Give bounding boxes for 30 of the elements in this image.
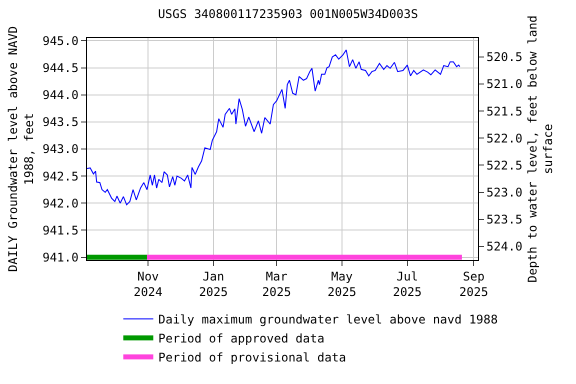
y2-tick-label: 523.5 <box>486 212 523 227</box>
y2-axis-title: Depth to water level, feet below land surface <box>525 15 556 283</box>
line-series <box>87 49 460 206</box>
y-axis-title: DAILY Groundwater level above NAVD 1988, feet <box>6 26 36 272</box>
y2-tick-label: 524.0 <box>486 240 523 254</box>
y-tick-label: 941.5 <box>42 223 79 238</box>
y-tick-label: 942.0 <box>42 196 79 210</box>
x-tick-label: May 2025 <box>327 269 356 299</box>
y2-tick-label: 520.5 <box>486 50 523 64</box>
chart-title: USGS 340800117235903 001N005W34D003S <box>158 7 418 21</box>
y-tick-label: 941.0 <box>42 250 79 264</box>
y-tick-label: 943.0 <box>42 142 79 156</box>
x-tick-label: Jan 2025 <box>198 269 228 299</box>
legend-label: Daily maximum groundwater level above navd 1988 <box>158 312 498 327</box>
y-tick-label: 942.5 <box>42 169 79 184</box>
y2-tick-label: 521.5 <box>486 104 523 118</box>
y-tick-label: 944.5 <box>42 60 79 75</box>
y-tick-label: 943.5 <box>42 115 79 130</box>
y2-tick-label: 522.5 <box>486 158 523 172</box>
y2-tick-label: 521.0 <box>486 77 523 92</box>
y2-tick-label: 523.0 <box>486 186 523 200</box>
y-tick-label: 945.0 <box>42 34 79 48</box>
x-tick-label: Mar 2025 <box>262 269 292 299</box>
y2-tick-label: 522.0 <box>486 131 523 146</box>
y-tick-label: 944.0 <box>42 88 79 102</box>
legend-label: Period of provisional data <box>158 350 346 365</box>
x-tick-label: Jul 2025 <box>392 269 422 299</box>
x-tick-label: Sep 2025 <box>459 269 488 299</box>
x-tick-label: Nov 2024 <box>134 269 163 299</box>
legend-label: Period of approved data <box>158 332 324 346</box>
